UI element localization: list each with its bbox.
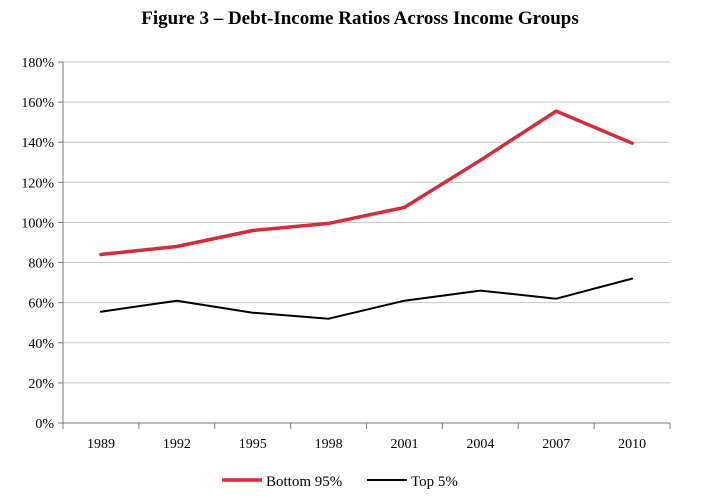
y-tick-label: 160% xyxy=(21,96,54,111)
x-tick-label: 2001 xyxy=(390,437,418,452)
series-lines xyxy=(99,109,634,320)
y-tick-label: 140% xyxy=(21,136,54,151)
x-tick-label: 2007 xyxy=(542,437,570,452)
y-tick-label: 40% xyxy=(28,337,54,352)
series-line-bottom-95 xyxy=(99,109,634,257)
x-tick-label: 2004 xyxy=(466,437,494,452)
grid-lines xyxy=(63,61,670,384)
legend-label: Bottom 95% xyxy=(266,474,342,490)
y-tick-label: 0% xyxy=(35,417,54,432)
y-tick-label: 100% xyxy=(21,216,54,231)
chart-title: Figure 3 – Debt-Income Ratios Across Inc… xyxy=(141,8,579,29)
y-tick-label: 20% xyxy=(28,377,54,392)
x-tick-label: 1989 xyxy=(87,437,115,452)
y-tick-label: 120% xyxy=(21,176,54,191)
y-axis-ticks: 0% 20% 40% 60% 80% 100% 120% 140% 160% 180% xyxy=(21,56,63,432)
legend: Bottom 95% Top 5% xyxy=(222,474,458,490)
x-tick-label: 2010 xyxy=(618,437,646,452)
x-tick-label: 1998 xyxy=(315,437,343,452)
y-tick-label: 180% xyxy=(21,56,54,71)
x-tick-label: 1995 xyxy=(239,437,267,452)
y-tick-label: 80% xyxy=(28,257,54,272)
x-tick-label: 1992 xyxy=(163,437,191,452)
legend-label: Top 5% xyxy=(411,474,458,490)
y-tick-label: 60% xyxy=(28,297,54,312)
axes xyxy=(62,62,670,424)
series-line-top-5 xyxy=(99,277,634,320)
x-axis-ticks: 1989 1992 1995 1998 2001 2004 2007 2010 xyxy=(62,423,671,452)
